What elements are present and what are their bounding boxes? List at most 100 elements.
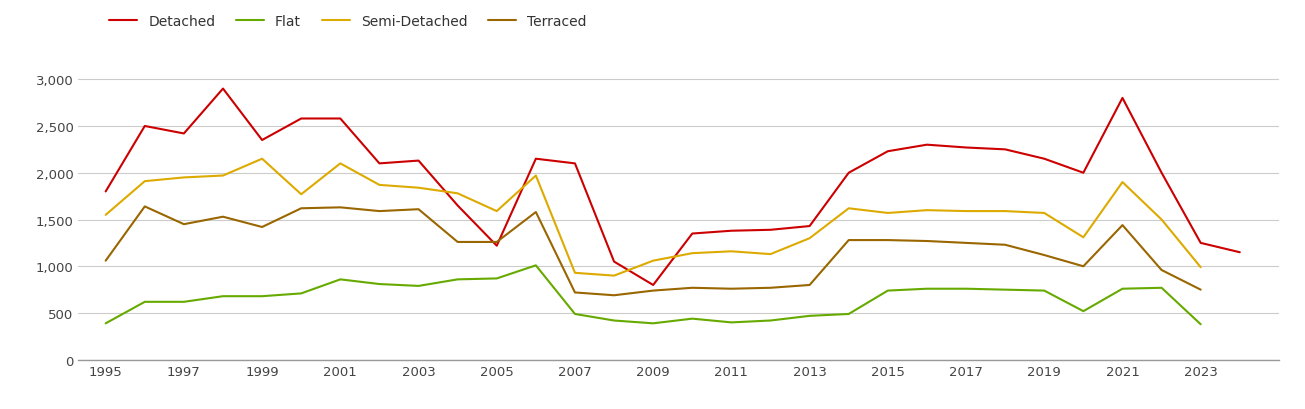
Detached: [98, 189, 114, 194]
Semi-Detached: [958, 209, 974, 214]
Line: Detached: Detached: [106, 89, 1240, 285]
Flat: [1154, 285, 1169, 290]
Semi-Detached: [98, 213, 114, 218]
Detached: [294, 117, 309, 121]
Flat: [176, 300, 192, 305]
Detached: [568, 162, 583, 166]
Detached: [880, 149, 895, 154]
Semi-Detached: [997, 209, 1013, 214]
Terraced: [215, 215, 231, 220]
Semi-Detached: [723, 249, 739, 254]
Terraced: [1193, 288, 1208, 292]
Flat: [1114, 287, 1130, 292]
Semi-Detached: [1154, 218, 1169, 222]
Flat: [137, 300, 153, 305]
Flat: [489, 276, 505, 281]
Flat: [723, 320, 739, 325]
Terraced: [1114, 223, 1130, 228]
Semi-Detached: [450, 191, 466, 196]
Flat: [607, 318, 622, 323]
Semi-Detached: [1075, 235, 1091, 240]
Terraced: [176, 222, 192, 227]
Terraced: [1154, 268, 1169, 273]
Detached: [529, 157, 544, 162]
Semi-Detached: [801, 236, 817, 241]
Flat: [529, 263, 544, 268]
Detached: [919, 143, 934, 148]
Detached: [1075, 171, 1091, 176]
Semi-Detached: [1036, 211, 1052, 216]
Terraced: [958, 241, 974, 246]
Terraced: [254, 225, 270, 230]
Detached: [997, 148, 1013, 153]
Terraced: [568, 290, 583, 295]
Detached: [646, 283, 662, 288]
Flat: [919, 287, 934, 292]
Line: Terraced: Terraced: [106, 207, 1201, 296]
Terraced: [723, 287, 739, 292]
Flat: [762, 318, 778, 323]
Semi-Detached: [1114, 180, 1130, 185]
Detached: [723, 229, 739, 234]
Terraced: [1075, 264, 1091, 269]
Terraced: [333, 205, 348, 210]
Terraced: [684, 285, 699, 290]
Semi-Detached: [684, 251, 699, 256]
Detached: [254, 138, 270, 143]
Flat: [333, 277, 348, 282]
Semi-Detached: [646, 258, 662, 263]
Semi-Detached: [137, 179, 153, 184]
Flat: [1075, 309, 1091, 314]
Terraced: [997, 243, 1013, 247]
Terraced: [646, 288, 662, 293]
Flat: [215, 294, 231, 299]
Semi-Detached: [840, 206, 856, 211]
Terraced: [411, 207, 427, 212]
Flat: [450, 277, 466, 282]
Flat: [372, 282, 388, 287]
Detached: [607, 259, 622, 264]
Detached: [1036, 157, 1052, 162]
Detached: [801, 224, 817, 229]
Flat: [646, 321, 662, 326]
Flat: [684, 317, 699, 321]
Terraced: [98, 258, 114, 263]
Line: Flat: Flat: [106, 266, 1201, 324]
Detached: [333, 117, 348, 121]
Detached: [489, 244, 505, 249]
Detached: [1114, 96, 1130, 101]
Detached: [411, 159, 427, 164]
Terraced: [762, 285, 778, 290]
Detached: [450, 204, 466, 209]
Semi-Detached: [294, 192, 309, 197]
Flat: [411, 284, 427, 289]
Semi-Detached: [1193, 265, 1208, 270]
Flat: [568, 312, 583, 317]
Semi-Detached: [372, 183, 388, 188]
Detached: [1193, 241, 1208, 246]
Detached: [840, 171, 856, 176]
Semi-Detached: [333, 162, 348, 166]
Terraced: [489, 240, 505, 245]
Flat: [958, 287, 974, 292]
Detached: [215, 87, 231, 92]
Detached: [684, 231, 699, 236]
Terraced: [294, 206, 309, 211]
Terraced: [372, 209, 388, 214]
Line: Semi-Detached: Semi-Detached: [106, 160, 1201, 276]
Terraced: [607, 293, 622, 298]
Semi-Detached: [568, 271, 583, 276]
Semi-Detached: [215, 174, 231, 179]
Terraced: [840, 238, 856, 243]
Terraced: [529, 210, 544, 215]
Semi-Detached: [489, 209, 505, 214]
Flat: [1036, 288, 1052, 293]
Legend: Detached, Flat, Semi-Detached, Terraced: Detached, Flat, Semi-Detached, Terraced: [110, 15, 586, 29]
Flat: [98, 321, 114, 326]
Flat: [801, 314, 817, 319]
Semi-Detached: [919, 208, 934, 213]
Terraced: [919, 239, 934, 244]
Detached: [1154, 171, 1169, 176]
Detached: [958, 146, 974, 151]
Flat: [294, 291, 309, 296]
